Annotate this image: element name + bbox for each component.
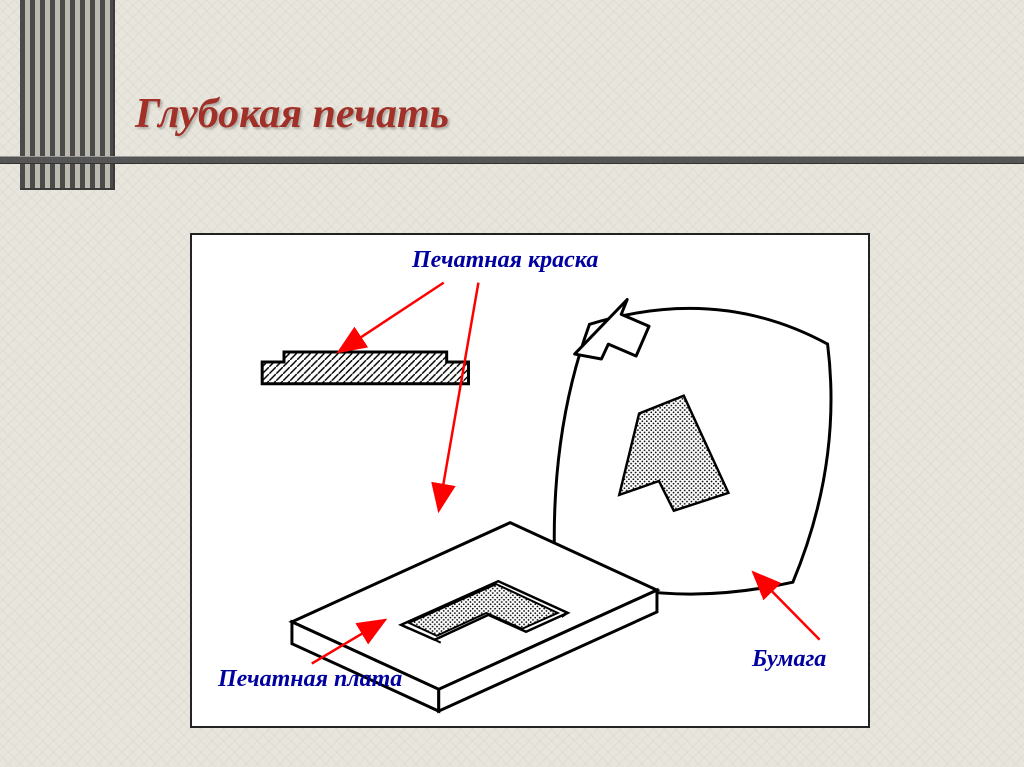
page-title: Глубокая печать: [135, 90, 449, 138]
horizontal-rule: [0, 156, 1024, 164]
label-paper: Бумага: [752, 646, 826, 673]
label-plate: Печатная плата: [218, 666, 402, 693]
label-ink: Печатная краска: [412, 247, 598, 274]
